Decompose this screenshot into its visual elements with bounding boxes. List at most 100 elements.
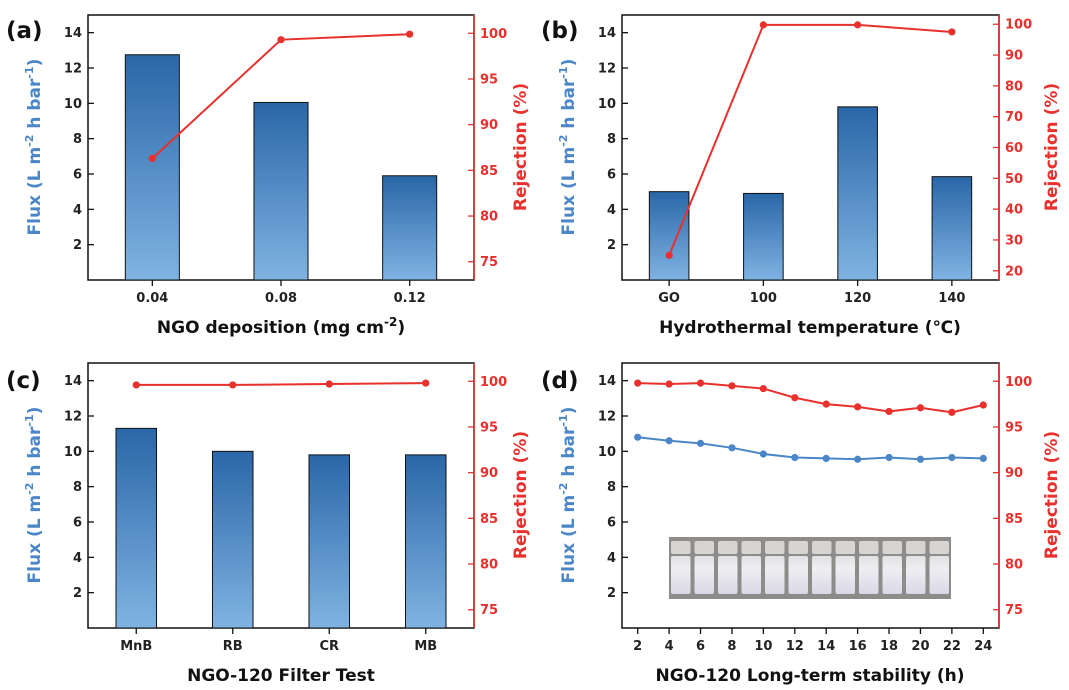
vial-cap bbox=[718, 541, 738, 554]
rejection-point bbox=[277, 36, 285, 44]
left-tick-label: 10 bbox=[598, 97, 616, 112]
x-tick-label: 120 bbox=[844, 291, 871, 306]
rejection-point bbox=[854, 403, 862, 411]
panel-a-x-ticks: 0.04 0.08 0.12 bbox=[136, 280, 426, 306]
left-tick-label: 12 bbox=[598, 410, 616, 425]
panel-c-right-axis: 75 80 85 90 95 100 bbox=[468, 363, 507, 628]
panel-c-rejection-line bbox=[132, 379, 430, 389]
right-tick-label: 100 bbox=[1005, 18, 1032, 33]
right-tick-label: 95 bbox=[480, 420, 498, 435]
flux-point bbox=[822, 454, 830, 462]
vial-cap bbox=[788, 541, 808, 554]
left-tick-label: 6 bbox=[607, 168, 616, 183]
flux-bar bbox=[404, 454, 447, 629]
panel-a-left-axis: 2 4 6 8 10 12 14 bbox=[64, 26, 94, 253]
vial bbox=[835, 556, 855, 594]
right-tick-label: 50 bbox=[1005, 172, 1023, 187]
right-tick-label: 90 bbox=[1005, 49, 1023, 64]
vial-cap bbox=[812, 541, 832, 554]
panel-b-tag: (b) bbox=[541, 18, 579, 44]
left-tick-label: 6 bbox=[607, 516, 616, 531]
flux-bar bbox=[648, 191, 690, 281]
panel-a-x-title-sup: -2 bbox=[384, 315, 397, 329]
flux-point bbox=[728, 444, 736, 452]
rejection-point bbox=[948, 28, 956, 36]
vial-cap bbox=[929, 541, 949, 554]
rejection-point bbox=[132, 381, 140, 389]
rejection-point bbox=[325, 380, 333, 388]
rejection-point bbox=[791, 394, 799, 402]
right-tick-label: 30 bbox=[1005, 233, 1023, 248]
left-tick-label: 4 bbox=[607, 203, 616, 218]
right-tick-label: 80 bbox=[1005, 558, 1023, 573]
x-tick-label: 0.04 bbox=[136, 291, 168, 306]
rejection-point bbox=[696, 379, 705, 387]
rejection-point bbox=[822, 400, 830, 408]
right-tick-label: 90 bbox=[480, 118, 498, 133]
flux-bar bbox=[743, 192, 784, 281]
x-tick-label: 18 bbox=[880, 639, 898, 654]
flux-point bbox=[854, 455, 862, 463]
flux-bar bbox=[253, 101, 309, 281]
right-tick-label: 75 bbox=[1005, 603, 1023, 618]
left-tick-label: 8 bbox=[73, 480, 82, 495]
panel-a-x-axis-title: NGO deposition (mg cm-2) bbox=[157, 315, 405, 338]
right-tick-label: 40 bbox=[1005, 203, 1023, 218]
x-tick-label: 10 bbox=[754, 639, 772, 654]
x-tick-label: 100 bbox=[750, 291, 777, 306]
left-tick-label: 10 bbox=[598, 445, 616, 460]
flux-bar bbox=[837, 106, 878, 281]
panel-a: (a) 2 4 6 8 10 12 14 75 80 85 90 95 100 0.04 0.08 0.1… bbox=[6, 14, 531, 338]
panel-a-x-title-tail: ) bbox=[397, 318, 405, 338]
flux-bar bbox=[124, 54, 180, 281]
panel-b-right-axis-title: Rejection (%) bbox=[1042, 83, 1062, 211]
x-tick-label: 2 bbox=[633, 639, 642, 654]
panel-c-x-ticks: MnB RB CR MB bbox=[120, 628, 437, 654]
right-tick-label: 60 bbox=[1005, 141, 1023, 156]
left-tick-label: 4 bbox=[607, 551, 616, 566]
rejection-point bbox=[665, 251, 673, 259]
rejection-series-line bbox=[668, 23, 952, 256]
rejection-point bbox=[728, 382, 736, 390]
left-tick-label: 4 bbox=[73, 551, 82, 566]
left-tick-label: 6 bbox=[73, 516, 82, 531]
flux-point bbox=[791, 453, 799, 462]
rejection-point bbox=[422, 379, 430, 387]
x-tick-label: 12 bbox=[786, 639, 804, 654]
right-tick-label: 100 bbox=[480, 27, 507, 42]
vial bbox=[765, 556, 785, 594]
x-tick-label: 8 bbox=[727, 639, 736, 654]
flux-bar bbox=[115, 427, 158, 629]
rejection-point bbox=[885, 407, 893, 416]
rejection-point bbox=[634, 379, 642, 387]
rejection-point bbox=[148, 154, 156, 163]
panel-d-right-axis-title: Rejection (%) bbox=[1042, 431, 1062, 559]
x-tick-label: CR bbox=[319, 639, 339, 654]
vial-cap bbox=[694, 541, 714, 554]
left-tick-label: 10 bbox=[64, 445, 82, 460]
left-tick-label: 2 bbox=[73, 586, 82, 601]
panel-d-rejection-line bbox=[634, 379, 987, 416]
x-tick-label: MnB bbox=[120, 639, 152, 654]
panel-a-x-title-base: NGO deposition (mg cm bbox=[157, 318, 384, 338]
panel-b-left-axis-title: Flux (L m-2 h bar-1) bbox=[557, 59, 579, 236]
panel-d-flux-line bbox=[634, 433, 987, 463]
panel-b-x-axis-title: Hydrothermal temperature (℃) bbox=[659, 318, 961, 338]
flux-point bbox=[948, 453, 956, 462]
x-tick-label: 22 bbox=[943, 639, 961, 654]
rejection-point bbox=[759, 21, 767, 29]
left-tick-label: 14 bbox=[598, 374, 616, 389]
panel-a-right-axis-title: Rejection (%) bbox=[511, 83, 531, 211]
x-tick-label: 140 bbox=[938, 291, 965, 306]
right-tick-label: 75 bbox=[480, 255, 498, 270]
left-tick-label: 8 bbox=[73, 132, 82, 147]
panel-a-bars bbox=[124, 54, 438, 281]
rejection-point bbox=[948, 408, 956, 416]
flux-point bbox=[696, 439, 705, 447]
panel-d-x-axis-title: NGO-120 Long-term stability (h) bbox=[655, 666, 964, 686]
flux-bar bbox=[308, 454, 351, 629]
right-tick-label: 80 bbox=[1005, 79, 1023, 94]
x-tick-label: 6 bbox=[696, 639, 705, 654]
